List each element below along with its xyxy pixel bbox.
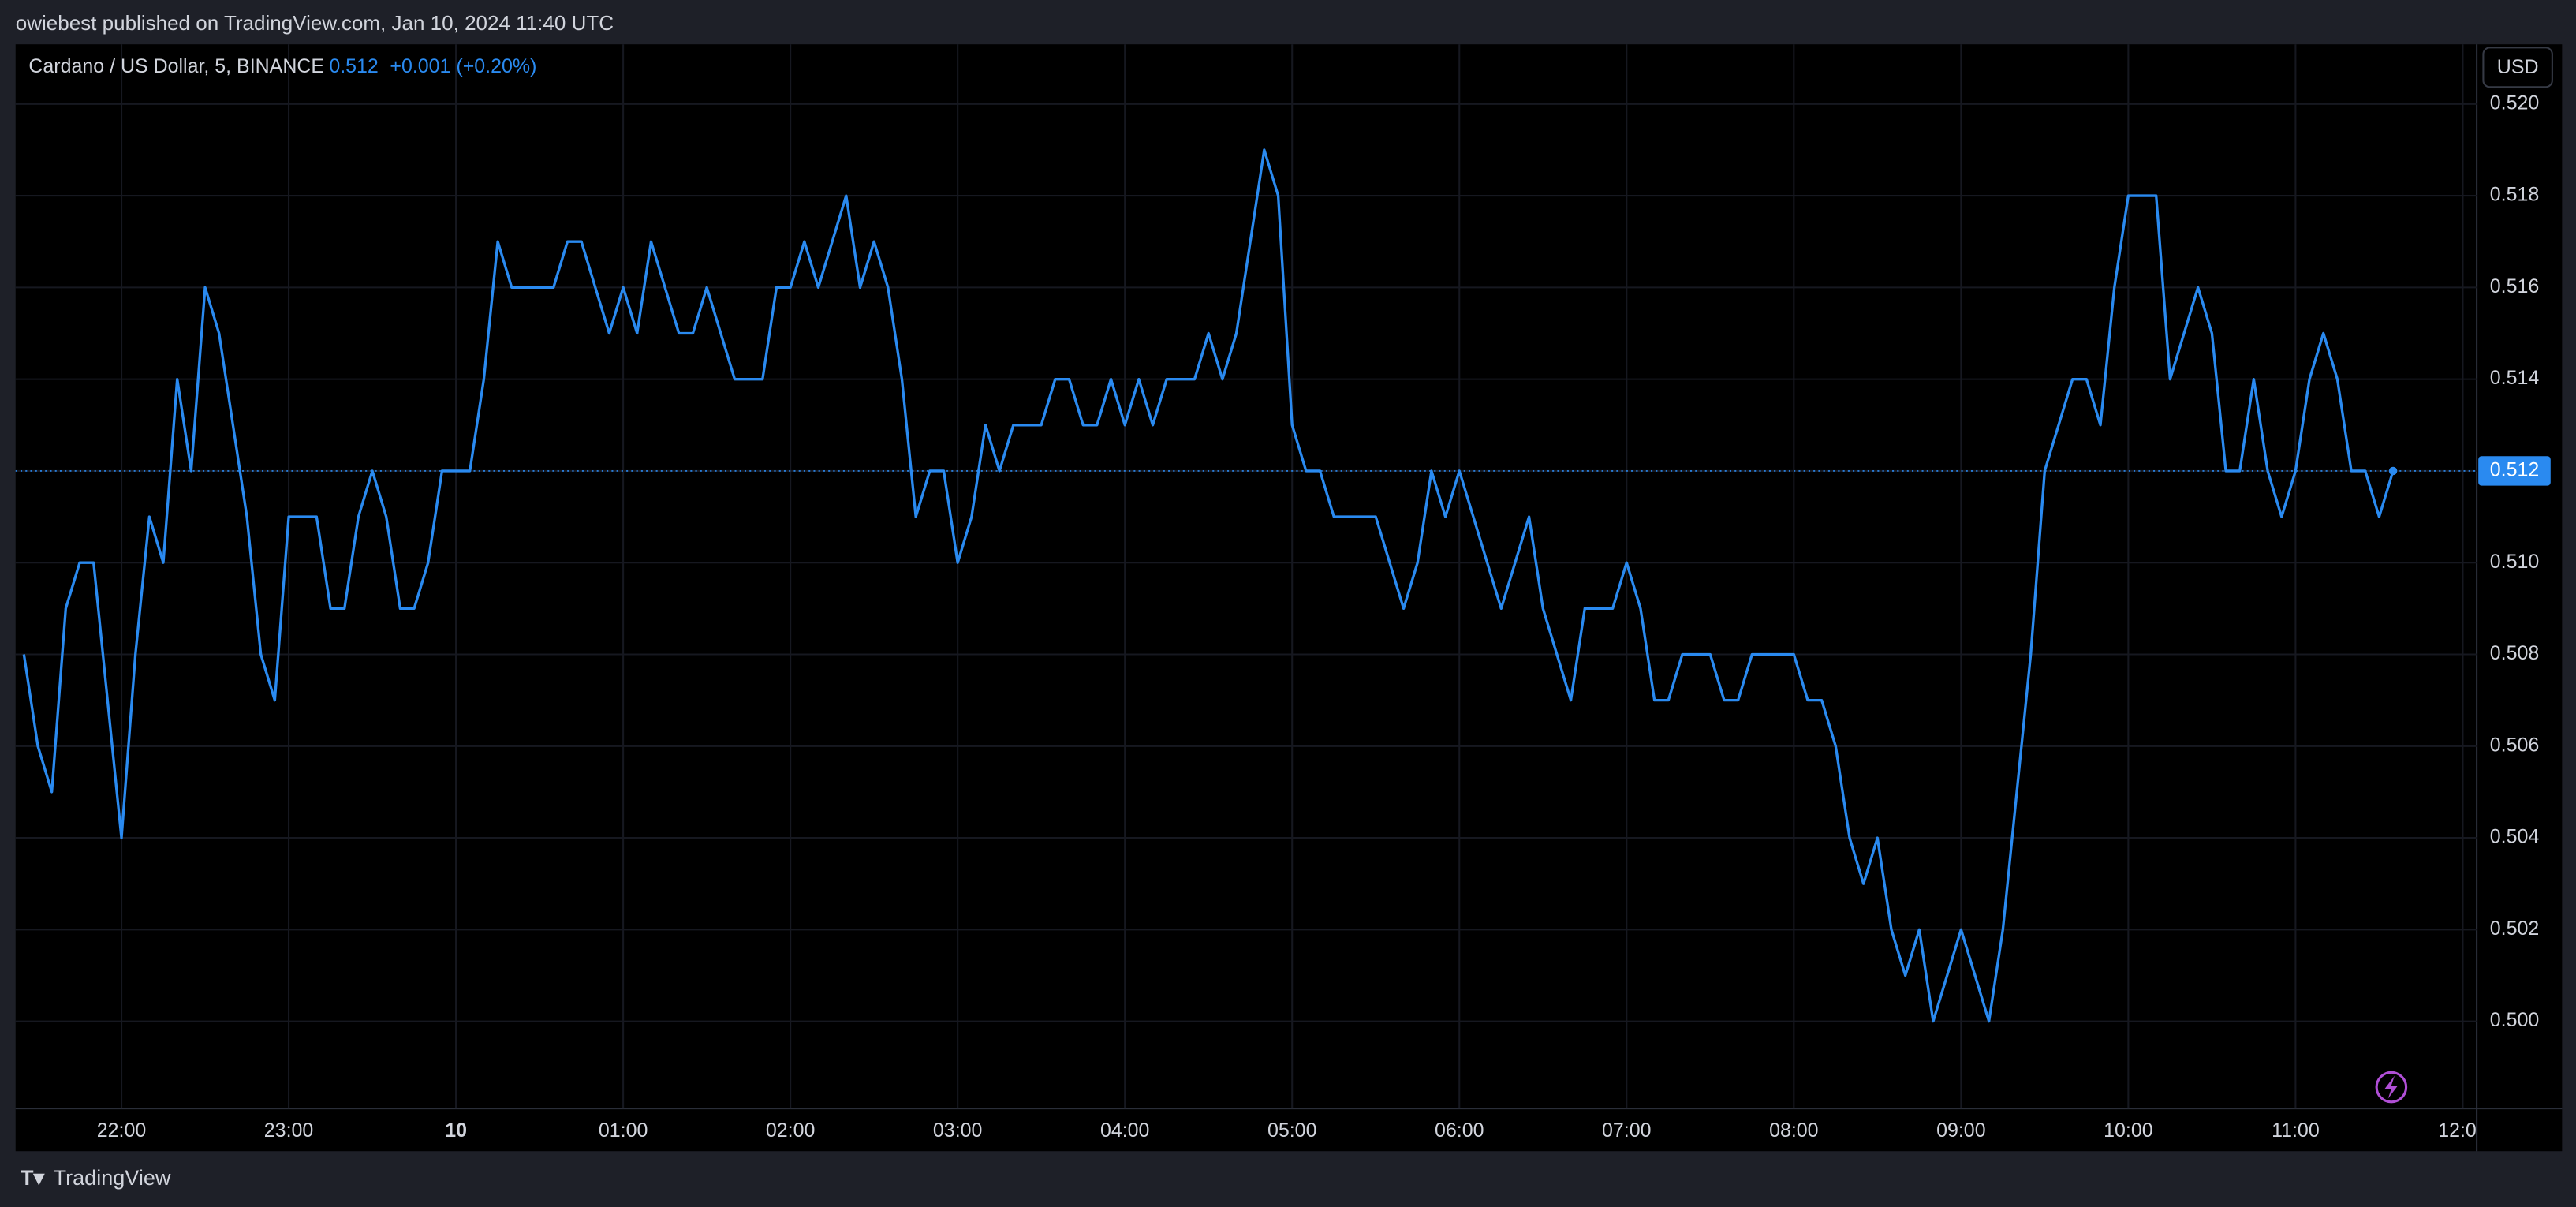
x-tick-label: 05:00 [1267,1119,1316,1142]
grid [15,44,2477,1109]
x-tick-label: 08:00 [1769,1119,1818,1142]
x-tick-label: 10 [445,1119,467,1142]
y-tick-label: 0.500 [2490,1009,2539,1031]
x-tick-label: 09:00 [1936,1119,1985,1142]
x-axis-labels: 22:00 23:00 10 01:00 02:00 03:00 04:00 05:00 06:… [97,1119,2487,1142]
y-tick-label: 0.504 [2490,826,2540,848]
x-tick-label: 23:00 [264,1119,313,1142]
x-tick-label: 22:00 [97,1119,146,1142]
publish-header: owiebest published on TradingView.com, J… [16,11,614,35]
last-price-badge-label: 0.512 [2490,459,2539,481]
brand-name: TradingView [54,1166,171,1190]
last-price-badge [2478,456,2551,486]
x-tick-label: 04:00 [1100,1119,1149,1142]
x-tick-label: 11:00 [2272,1119,2320,1142]
price-line [22,148,2395,1023]
lightning-icon[interactable] [2375,1071,2408,1104]
y-tick-label: 0.514 [2490,367,2540,389]
lightning-bolt [2384,1075,2399,1099]
x-tick-label: 12:00 [2438,1119,2487,1142]
x-tick-label: 10:00 [2104,1119,2152,1142]
x-tick-label: 03:00 [933,1119,982,1142]
y-tick-label: 0.506 [2490,734,2539,756]
y-tick-label: 0.510 [2490,551,2539,573]
x-tick-label: 02:00 [766,1119,815,1142]
y-tick-label: 0.516 [2490,275,2539,297]
x-tick-label: 01:00 [599,1119,648,1142]
currency-button[interactable] [2482,47,2553,88]
x-tick-label: 06:00 [1435,1119,1484,1142]
last-point [2388,466,2398,476]
symbol-title: Cardano / US Dollar, 5, BINANCE [28,55,324,77]
price-change: +0.001 (+0.20%) [390,55,536,77]
plot [15,148,2477,1023]
y-tick-label: 0.520 [2490,92,2539,114]
chart-panel [15,44,2563,1152]
currency-label[interactable]: USD [2497,56,2539,78]
logo-mark: T▾ [21,1166,46,1190]
axes: 0.500 0.502 0.504 0.506 0.508 0.510 0.512 0.514… [97,92,2551,1142]
last-price: 0.512 [329,55,378,77]
x-tick-label: 07:00 [1602,1119,1651,1142]
y-tick-label: 0.502 [2490,917,2539,940]
y-tick-label: 0.508 [2490,642,2539,664]
y-tick-label: 0.518 [2490,184,2539,206]
